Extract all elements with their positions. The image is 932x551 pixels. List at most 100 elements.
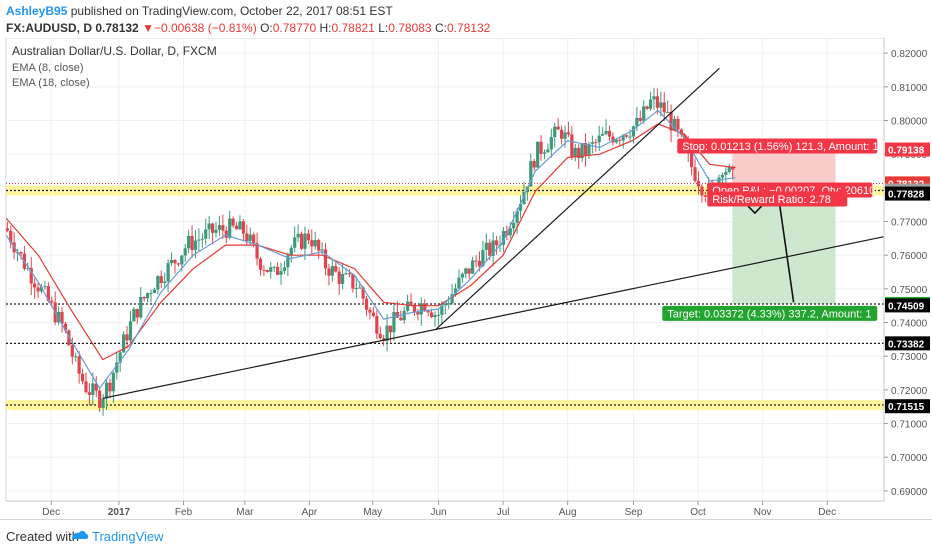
candle-body	[135, 308, 139, 318]
open-label: O:	[260, 21, 273, 35]
support-band	[6, 400, 884, 411]
candle-body	[163, 281, 167, 283]
candle-body	[19, 252, 23, 254]
candle-body	[696, 181, 701, 187]
candle-body	[423, 303, 427, 312]
published-text: published on TradingView.com, October 22…	[70, 4, 393, 18]
candle-body	[74, 356, 78, 358]
candle-body	[234, 225, 239, 230]
candle-body	[518, 203, 523, 211]
open-value: 0.78770	[272, 21, 317, 35]
candle-body	[460, 273, 464, 278]
price-tick-label: 0.80000	[891, 116, 928, 127]
author-link[interactable]: AshleyB95	[6, 4, 68, 18]
symbol-info: FX:AUDUSD, D 0.78132 ▼−0.00638 (−0.81%) …	[6, 21, 490, 35]
candle-body	[310, 240, 314, 247]
candle-body	[289, 247, 293, 256]
candle-body	[245, 233, 249, 242]
stop-label: Stop: 0.01213 (1.56%) 121.3, Amount: 1	[677, 138, 879, 154]
candle-body	[296, 233, 300, 238]
candle-body	[419, 303, 423, 315]
candle-body	[142, 296, 146, 299]
candle-body	[125, 334, 129, 341]
candle-body	[187, 235, 191, 249]
candle-body	[539, 141, 543, 154]
candle-body	[87, 392, 92, 395]
candle-body	[529, 161, 533, 187]
candle-body	[549, 137, 553, 150]
price-chart[interactable]: Stop: 0.01213 (1.56%) 121.3, Amount: 1Op…	[0, 38, 932, 519]
time-tick-label: Jul	[497, 507, 510, 518]
candle-body	[197, 239, 201, 241]
candle-body	[385, 325, 389, 341]
ema-lines	[6, 109, 736, 390]
candle-body	[371, 312, 376, 317]
price-axis[interactable]: 0.820000.810000.800000.790000.780000.770…	[883, 38, 930, 501]
price-tick-label: 0.82000	[891, 49, 928, 60]
symbol-name[interactable]: FX:AUDUSD, D	[6, 21, 92, 35]
footer: Created with TradingView	[0, 519, 932, 551]
candle-body	[36, 287, 40, 292]
candle-body	[676, 118, 680, 130]
candle-body	[457, 277, 461, 289]
candle-body	[563, 132, 567, 139]
candle-body	[9, 230, 13, 243]
candle-body	[375, 316, 379, 334]
candle-body	[104, 382, 109, 399]
candle-body	[80, 373, 85, 382]
candle-body	[508, 228, 512, 236]
candle-body	[464, 268, 468, 274]
candle-body	[570, 134, 574, 157]
candle-body	[679, 129, 683, 135]
candle-body	[248, 234, 252, 242]
candle-body	[33, 283, 37, 288]
price-tick-label: 0.77000	[891, 218, 928, 229]
candle-body	[43, 286, 47, 288]
candle-body	[231, 218, 235, 226]
candle-body	[228, 218, 232, 238]
candle-body	[522, 192, 526, 204]
candle-body	[577, 147, 581, 159]
candle-body	[275, 266, 280, 275]
horizontal-lines	[6, 182, 884, 411]
candle-body	[269, 267, 273, 272]
candle-body	[625, 135, 629, 137]
candle-body	[659, 102, 663, 108]
candle-body	[341, 274, 345, 284]
candle-body	[145, 293, 150, 299]
candle-body	[159, 276, 163, 283]
candle-body	[98, 390, 102, 408]
target-label-bg	[662, 305, 878, 321]
candle-body	[337, 271, 341, 284]
high-value: 0.78821	[331, 21, 375, 35]
time-axis[interactable]: Dec 2017 Feb Mar Apr May Jun Jul Aug Sep Oct Nov Dec	[6, 500, 884, 518]
candle-body	[443, 304, 447, 306]
price-tick-label: 0.72000	[891, 386, 928, 397]
candle-body	[91, 383, 95, 395]
candle-body	[648, 99, 653, 109]
candle-body	[515, 210, 519, 223]
price-tick-label: 0.73000	[891, 352, 928, 363]
price-marker-bg	[885, 142, 930, 157]
candle-body	[101, 398, 105, 408]
candle-body	[347, 273, 352, 275]
high-label: H:	[319, 21, 332, 35]
price-marker-label: 0.73382	[888, 339, 925, 350]
risk-reward-label-bg	[707, 191, 848, 207]
candle-body	[128, 321, 133, 341]
candle-body	[118, 352, 122, 363]
candle-body	[382, 338, 386, 341]
price-marker-bg	[885, 336, 930, 351]
candle-body	[587, 143, 591, 155]
tradingview-brand[interactable]: TradingView	[92, 529, 164, 544]
candle-body	[703, 195, 707, 197]
target-zone	[732, 190, 836, 304]
candle-body	[255, 243, 259, 259]
candle-body	[731, 166, 735, 170]
candle-body	[180, 255, 184, 265]
tradingview-logo-icon[interactable]	[70, 527, 90, 543]
time-tick-label: Aug	[559, 507, 577, 518]
candle-body	[628, 136, 632, 138]
candle-body	[320, 249, 324, 251]
candle-body	[412, 304, 417, 313]
